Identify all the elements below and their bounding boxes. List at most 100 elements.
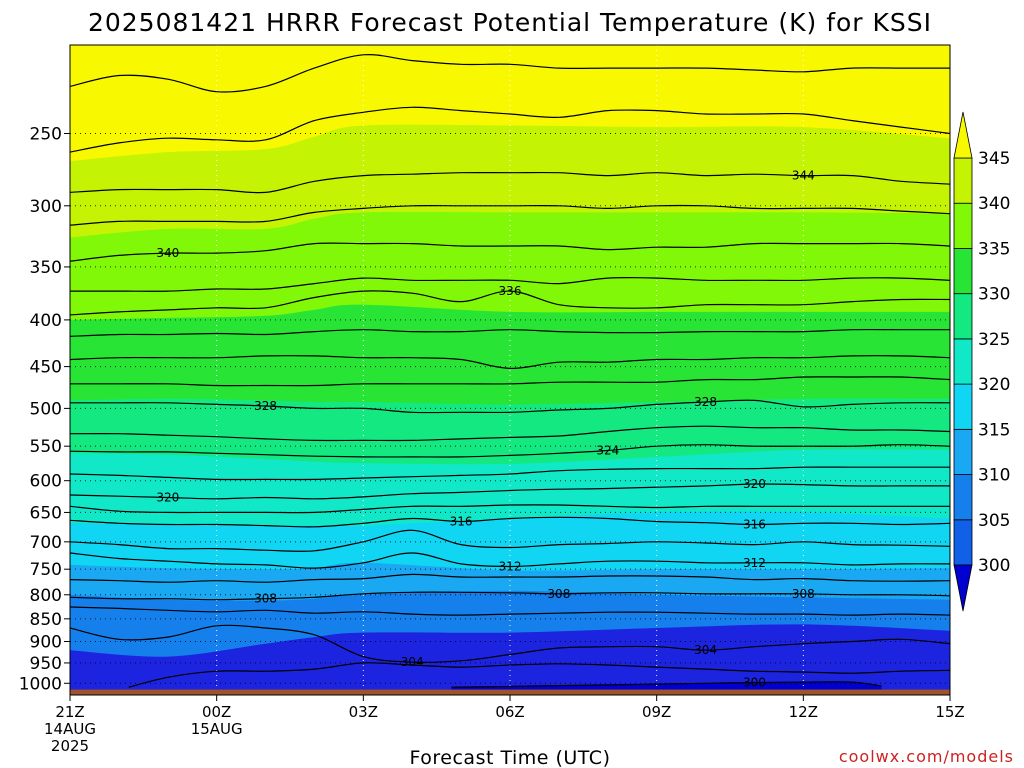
credit-text: coolwx.com/models xyxy=(839,747,1014,766)
colorbar-segment xyxy=(953,383,973,430)
x-tick-label: 00Z xyxy=(202,703,231,721)
contour-label-336: 336 xyxy=(499,284,522,298)
colorbar-label: 320 xyxy=(978,375,1010,395)
band-under-300 xyxy=(451,681,882,690)
ground-band xyxy=(70,689,950,695)
contour-label-316: 316 xyxy=(743,517,766,531)
contour-310 xyxy=(70,573,950,583)
x-tick-label: 15AUG xyxy=(191,720,243,738)
contour-346 xyxy=(70,106,950,153)
contour-lines xyxy=(70,54,950,688)
contour-label-304: 304 xyxy=(694,643,717,657)
contour-340 xyxy=(70,242,950,262)
colorbar-segment xyxy=(953,202,973,249)
contour-318 xyxy=(70,504,950,514)
colorbar-label: 300 xyxy=(978,556,1010,576)
x-tick-label: 2025 xyxy=(51,737,89,755)
y-tick-label: 550 xyxy=(30,437,62,457)
chart-title: 2025081421 HRRR Forecast Potential Tempe… xyxy=(88,8,932,37)
contour-348 xyxy=(70,54,950,93)
contour-labels: 304 304 308 308 308 312 312 316 316 320 320 324 328 3… xyxy=(156,169,814,690)
colorbar-label: 340 xyxy=(978,194,1010,214)
colorbar-label: 335 xyxy=(978,239,1010,259)
y-tick-label: 450 xyxy=(30,358,62,378)
x-axis-label: Forecast Time (UTC) xyxy=(410,747,611,768)
colorbar-segment xyxy=(953,293,973,340)
y-tick-label: 600 xyxy=(30,472,62,492)
y-tick-label: 250 xyxy=(30,124,62,144)
x-tick-label: 09Z xyxy=(642,703,671,721)
colorbar-under-arrow xyxy=(953,564,973,612)
contour-326 xyxy=(70,425,950,442)
y-tick-label: 650 xyxy=(30,503,62,523)
colorbar-segment xyxy=(953,428,973,475)
contour-316 xyxy=(70,516,950,528)
y-tick-label: 850 xyxy=(30,610,62,630)
y-tick-label: 750 xyxy=(30,560,62,580)
contour-label-304: 304 xyxy=(401,655,424,669)
contour-338 xyxy=(70,276,950,292)
contour-label-328: 328 xyxy=(254,399,277,413)
y-tick-label: 350 xyxy=(30,258,62,278)
x-tick-label: 21Z xyxy=(55,703,84,721)
colorbar-segment xyxy=(953,519,973,566)
x-tick-label: 15Z xyxy=(935,703,964,721)
contour-label-320: 320 xyxy=(156,491,179,505)
contour-308 xyxy=(70,591,950,601)
y-axis: 2503003504004505005506006507007508008509… xyxy=(19,124,70,694)
y-tick-label: 800 xyxy=(30,586,62,606)
y-tick-label: 500 xyxy=(30,399,62,419)
contour-342 xyxy=(70,204,950,226)
colorbar-label: 310 xyxy=(978,466,1010,486)
contour-344 xyxy=(70,171,950,194)
colorbar-segment xyxy=(953,338,973,385)
colorbar-label: 325 xyxy=(978,330,1010,350)
contour-336 xyxy=(70,290,950,316)
contour-label-328: 328 xyxy=(694,395,717,409)
contour-320 xyxy=(70,483,950,500)
contour-312 xyxy=(70,552,950,569)
y-tick-label: 400 xyxy=(30,311,62,331)
contour-label-300: 300 xyxy=(743,675,766,689)
contour-label-320: 320 xyxy=(743,477,766,491)
colorbar-segment xyxy=(953,248,973,295)
contour-label-316: 316 xyxy=(450,514,473,528)
contour-label-312: 312 xyxy=(743,556,766,570)
x-tick-label: 03Z xyxy=(349,703,378,721)
colorbar-segment xyxy=(953,474,973,521)
band-345 xyxy=(70,45,950,162)
contour-300 xyxy=(451,681,882,688)
contour-334 xyxy=(70,328,950,337)
contour-label-344: 344 xyxy=(792,169,815,183)
plot-area: 304 304 308 308 308 312 312 316 316 320 320 324 328 3… xyxy=(70,45,950,695)
contour-label-308: 308 xyxy=(792,587,815,601)
colorbar-label: 345 xyxy=(978,149,1010,169)
contour-label-312: 312 xyxy=(499,560,522,574)
contour-314 xyxy=(70,529,950,552)
contour-label-308: 308 xyxy=(254,592,277,606)
contour-332 xyxy=(70,355,950,370)
grid-lines xyxy=(70,45,950,695)
y-tick-label: 700 xyxy=(30,533,62,553)
contour-330 xyxy=(70,376,950,387)
contour-306 xyxy=(70,606,950,616)
contour-304 xyxy=(70,624,950,663)
contour-328 xyxy=(70,399,950,414)
colorbar: 300 305 310 315 320 325 330 335 340 345 xyxy=(953,111,1010,612)
contour-label-324: 324 xyxy=(596,443,619,457)
contour-302 xyxy=(128,662,950,688)
contour-label-340: 340 xyxy=(156,246,179,260)
colorbar-segment xyxy=(953,157,973,204)
y-tick-label: 950 xyxy=(30,654,62,674)
colorbar-over-arrow xyxy=(953,111,973,159)
colorbar-label: 315 xyxy=(978,420,1010,440)
contour-label-308: 308 xyxy=(547,587,570,601)
y-tick-label: 900 xyxy=(30,632,62,652)
colorbar-label: 330 xyxy=(978,285,1010,305)
colorbar-label: 305 xyxy=(978,511,1010,531)
contour-322 xyxy=(70,466,950,481)
y-tick-label: 300 xyxy=(30,197,62,217)
contour-324 xyxy=(70,444,950,458)
x-tick-label: 14AUG xyxy=(44,720,96,738)
